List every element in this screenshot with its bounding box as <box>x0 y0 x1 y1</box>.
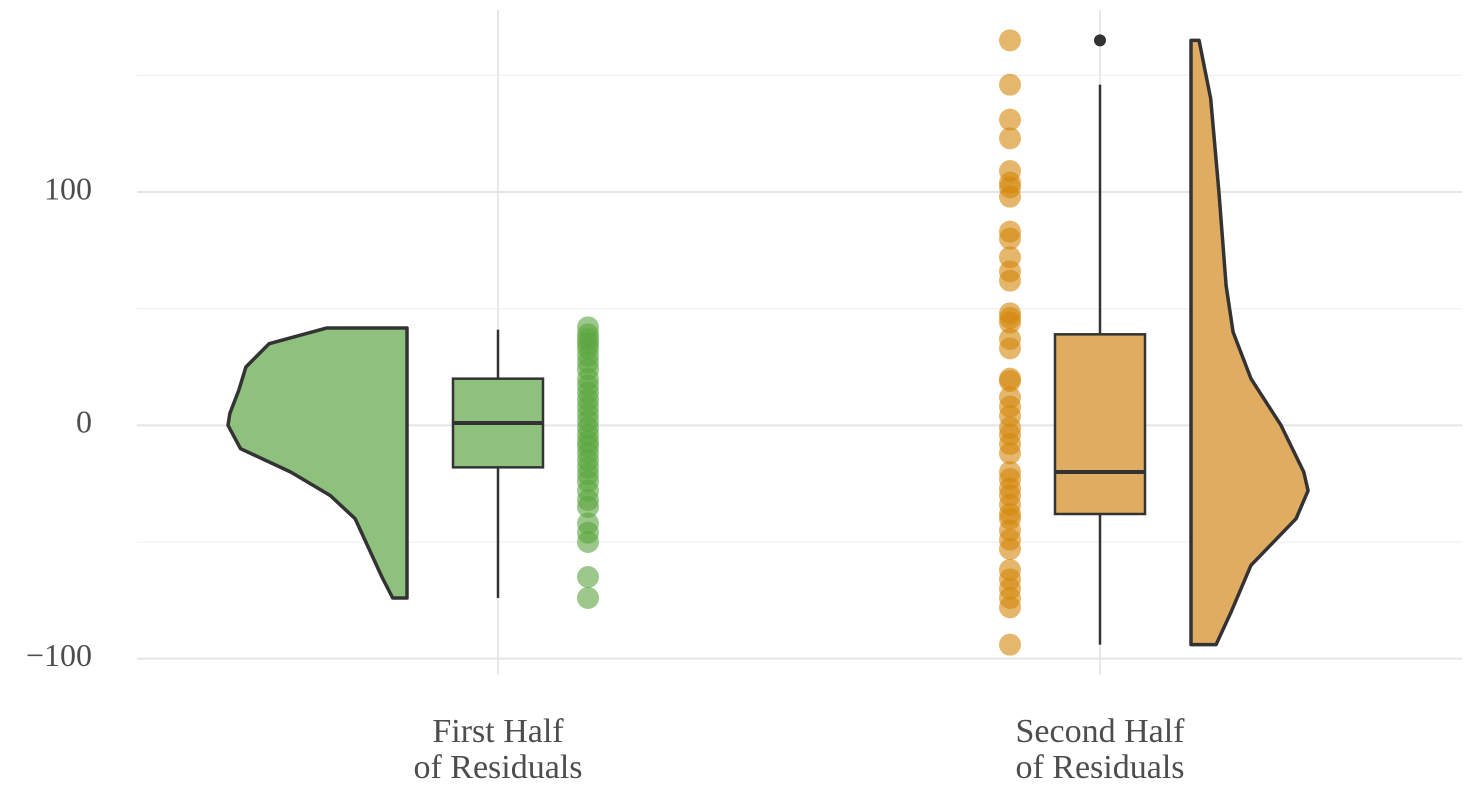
point <box>999 370 1021 392</box>
point <box>999 108 1021 131</box>
point <box>999 337 1021 360</box>
point <box>999 227 1021 250</box>
point <box>999 538 1021 560</box>
point <box>999 269 1021 292</box>
point <box>999 127 1021 150</box>
box <box>1053 333 1147 516</box>
density <box>1189 38 1310 647</box>
outlier <box>1094 34 1106 47</box>
point <box>577 496 599 518</box>
point <box>999 633 1021 656</box>
point <box>999 185 1021 208</box>
x-tick-label: First Half of Residuals <box>413 713 583 786</box>
point <box>999 311 1021 334</box>
point <box>999 596 1021 619</box>
y-tick-label: 100 <box>44 170 92 206</box>
density <box>226 326 409 600</box>
point <box>999 73 1021 96</box>
y-tick-label: −100 <box>26 637 92 673</box>
point <box>577 587 599 609</box>
point <box>577 531 599 553</box>
y-tick-label: 0 <box>76 404 92 440</box>
x-tick-label: Second Half of Residuals <box>1015 713 1185 786</box>
point <box>999 29 1021 52</box>
point <box>999 442 1021 465</box>
point <box>577 566 599 588</box>
